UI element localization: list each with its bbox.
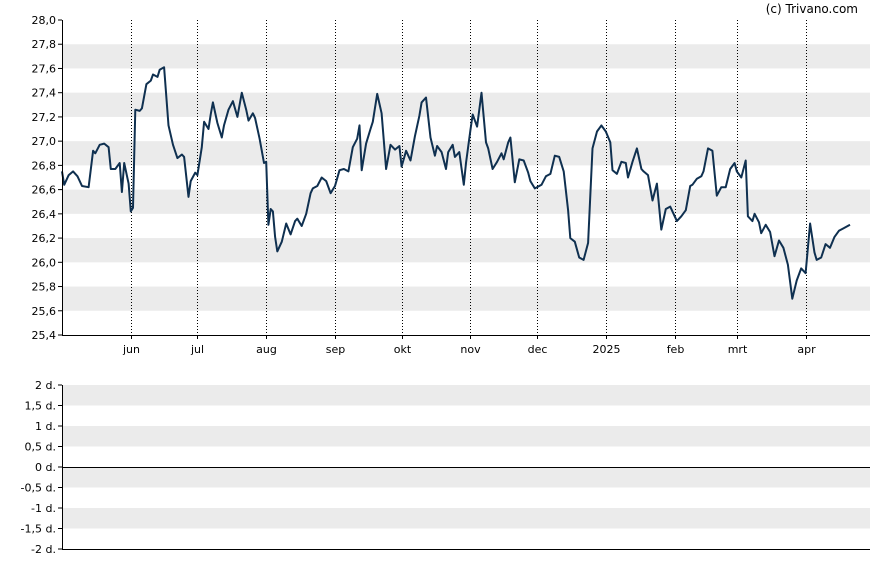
grid-band bbox=[62, 92, 870, 117]
grid-band bbox=[62, 44, 870, 69]
y-tick-label: 27,0 bbox=[32, 135, 57, 148]
x-tick-label: 2025 bbox=[593, 343, 621, 356]
y-tick-label: 1,5 d. bbox=[25, 400, 56, 413]
y-tick-label: 25,6 bbox=[32, 305, 57, 318]
y-tick-label: -0,5 d. bbox=[21, 482, 56, 495]
x-tick-label: okt bbox=[394, 343, 412, 356]
y-tick-label: 27,2 bbox=[32, 111, 57, 124]
y-tick-label: 26,6 bbox=[32, 184, 57, 197]
y-tick-label: 26,0 bbox=[32, 256, 57, 269]
x-tick-label: mrt bbox=[728, 343, 748, 356]
grid-band bbox=[62, 286, 870, 311]
lower-panel-chart: 2 d. 1,5 d. 1 d. 0,5 d. 0 d. -0,5 d. -1 d. -1,5… bbox=[21, 379, 870, 556]
x-tick-label: sep bbox=[326, 343, 345, 356]
grid-band bbox=[62, 508, 870, 529]
price-series-line bbox=[61, 66, 851, 300]
y-tick-label: 27,4 bbox=[32, 87, 57, 100]
main-price-chart: jun jul aug sep okt nov dec 2025 feb mrt apr 28,0 27… bbox=[32, 14, 870, 356]
y-tick-label: 26,4 bbox=[32, 208, 57, 221]
credit-text: (c) Trivano.com bbox=[766, 2, 858, 16]
y-tick-label: -2 d. bbox=[31, 543, 56, 556]
y-tick-label: 26,2 bbox=[32, 232, 57, 245]
x-tick-label: jun bbox=[122, 343, 140, 356]
y-tick-label: 27,8 bbox=[32, 38, 57, 51]
y-tick-label: -1,5 d. bbox=[21, 523, 56, 536]
y-tick-label: -1 d. bbox=[31, 502, 56, 515]
x-tick-label: jul bbox=[190, 343, 204, 356]
y-tick-label: 28,0 bbox=[32, 14, 57, 27]
grid-band bbox=[62, 426, 870, 447]
y-tick-label: 2 d. bbox=[35, 379, 56, 392]
y-tick-label: 0,5 d. bbox=[25, 441, 56, 454]
y-tick-label: 25,4 bbox=[32, 329, 57, 342]
y-tick-label: 25,8 bbox=[32, 281, 57, 294]
y-tick-label: 26,8 bbox=[32, 159, 57, 172]
x-tick-label: feb bbox=[667, 343, 685, 356]
grid-band bbox=[62, 238, 870, 263]
x-tick-label: apr bbox=[797, 343, 816, 356]
y-tick-label: 27,6 bbox=[32, 62, 57, 75]
grid-band bbox=[62, 189, 870, 214]
x-tick-label: dec bbox=[528, 343, 548, 356]
x-tick-label: aug bbox=[256, 343, 277, 356]
grid-band bbox=[62, 385, 870, 406]
y-tick-label: 0 d. bbox=[35, 461, 56, 474]
y-tick-label: 1 d. bbox=[35, 420, 56, 433]
x-tick-label: nov bbox=[460, 343, 481, 356]
grid-band bbox=[62, 467, 870, 488]
